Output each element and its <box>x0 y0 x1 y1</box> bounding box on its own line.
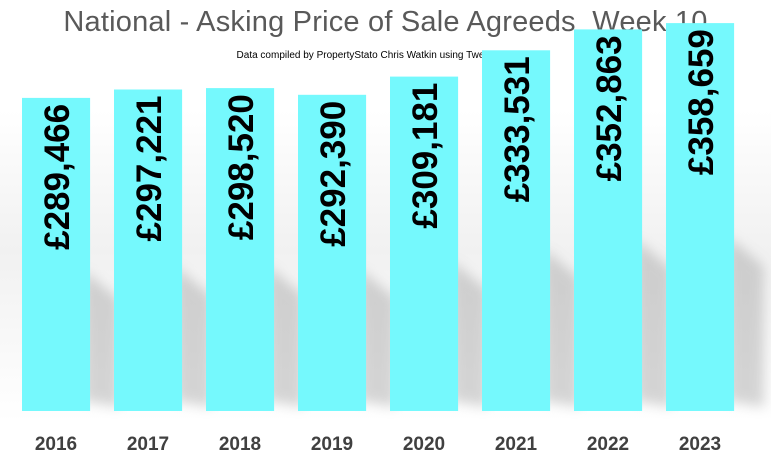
bar-value-label: £358,659 <box>682 29 721 175</box>
bar-labels: £289,466 £297,221 £298,520 £292,390 £309,181… <box>38 29 721 250</box>
bar-shadow <box>727 236 765 407</box>
bar-shadow <box>451 260 489 407</box>
x-tick-label: 2017 <box>127 434 169 455</box>
bar-value-label: £289,466 <box>38 104 77 250</box>
bar-value-label: £309,181 <box>406 83 445 229</box>
bar-shadow <box>267 265 305 407</box>
bar-shadows <box>83 236 765 407</box>
bar-shadow <box>635 239 673 407</box>
bar-shadow <box>175 266 213 407</box>
bars <box>22 23 735 412</box>
bar-2022 <box>574 29 643 412</box>
bar-2020 <box>390 76 459 411</box>
bar-value-label: £352,863 <box>590 35 629 181</box>
bar-value-label: £297,221 <box>130 96 169 242</box>
x-tick-label: 2021 <box>495 434 538 455</box>
x-tick-label: 2020 <box>403 434 445 455</box>
x-axis-ticks: 2016 2017 2018 2019 2020 2021 2022 2023 <box>35 434 721 455</box>
bar-2019 <box>298 94 367 412</box>
bar-2017 <box>114 89 183 411</box>
chart-title: National - Asking Price of Sale Agreeds … <box>63 6 708 38</box>
bar-2023 <box>666 23 735 411</box>
bar-shadow <box>359 268 397 407</box>
bar-value-label: £292,390 <box>314 101 353 247</box>
bar-shadow <box>83 270 121 407</box>
x-tick-label: 2023 <box>679 434 721 455</box>
x-tick-label: 2019 <box>311 434 353 455</box>
bar-2016 <box>22 97 91 412</box>
x-tick-label: 2016 <box>35 434 77 455</box>
bar-2021 <box>482 50 551 412</box>
chart-subtitle: Data compiled by PropertyStato Chris Wat… <box>236 50 535 61</box>
bar-2018 <box>206 88 275 411</box>
bar-value-label: £333,531 <box>498 56 537 202</box>
x-tick-label: 2018 <box>219 434 261 455</box>
x-tick-label: 2022 <box>587 434 629 455</box>
bar-shadow <box>543 248 581 407</box>
bar-value-label: £298,520 <box>222 94 261 240</box>
